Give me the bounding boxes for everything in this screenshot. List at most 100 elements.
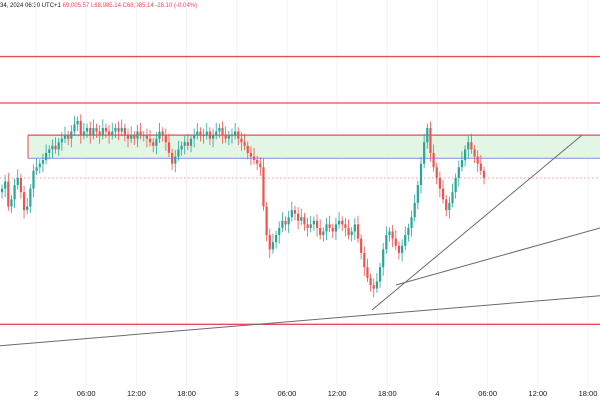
candle-body (142, 135, 145, 137)
candle-body (161, 131, 164, 136)
candle-body (148, 138, 152, 143)
candle-body (454, 177, 457, 193)
candle-body (22, 192, 26, 211)
candle-body (104, 127, 108, 132)
candle-body (325, 224, 328, 232)
horizontal-levels[interactable] (0, 55, 600, 325)
candle-body (432, 152, 435, 168)
candle-body (221, 127, 224, 136)
time-tick-label: 12:00 (127, 389, 146, 398)
candle-body (243, 142, 246, 146)
trendline (395, 227, 600, 286)
candle-body (152, 142, 155, 146)
time-tick-label: 06:00 (278, 389, 297, 398)
candle-body (126, 135, 130, 139)
candle-body (224, 135, 227, 139)
candle-body (268, 235, 271, 250)
time-tick-label: 12:00 (328, 389, 347, 398)
candle-body (227, 135, 230, 139)
candle-body (287, 217, 290, 225)
candle-body (54, 145, 57, 150)
candle-body (278, 227, 281, 236)
ohlc-legend: 34, 2024 06:30 UTC+1 69,005.57 L68,985.1… (0, 2, 197, 10)
candle-body (133, 135, 136, 139)
candle-body (457, 167, 460, 178)
candle-body (73, 124, 76, 132)
candle-body (413, 202, 416, 218)
candle-body (202, 135, 205, 137)
candle-body (48, 149, 51, 153)
candle-body (155, 138, 158, 146)
candle-body (341, 220, 344, 225)
legend-low: L68,985.14 (90, 3, 121, 9)
candle-body (51, 145, 54, 150)
candle-body (76, 120, 79, 125)
candle-body (0, 188, 4, 193)
candle-body (416, 185, 419, 203)
candle-body (460, 160, 464, 168)
candle-body (193, 135, 196, 139)
candle-body (234, 131, 237, 136)
legend-o-value: 69,005.57 (62, 3, 90, 9)
candle-body (205, 131, 208, 136)
candle-body (35, 167, 38, 171)
candle-body (297, 213, 300, 221)
candle-body (63, 135, 67, 139)
candle-body (448, 202, 451, 211)
candle-body (281, 220, 284, 228)
candle-body (451, 192, 454, 203)
candle-body (29, 188, 32, 207)
candle-body (271, 242, 275, 250)
candle-body (259, 163, 262, 168)
candle-body (334, 224, 338, 232)
candle-body (60, 138, 63, 143)
candle-body (240, 138, 243, 143)
candle-body (57, 142, 60, 150)
candle-body (45, 152, 48, 161)
candle-body (375, 281, 378, 289)
candle-body (388, 231, 391, 236)
candle-body (208, 131, 212, 139)
candle-body (158, 131, 161, 139)
candle-body (356, 224, 360, 239)
candle-body (26, 206, 29, 211)
candle-body (331, 227, 334, 232)
candle-body (186, 142, 189, 146)
candle-body (463, 149, 467, 161)
candle-body (171, 152, 174, 164)
candle-body (293, 210, 297, 214)
candle-body (85, 127, 89, 132)
candle-body (136, 131, 139, 139)
candle-body (476, 156, 479, 164)
price-zones[interactable] (27, 134, 600, 159)
candle-body (337, 220, 341, 225)
time-tick-label: 3 (235, 389, 239, 398)
candle-body (183, 142, 186, 146)
time-tick-label: 2 (34, 389, 38, 398)
candle-body (167, 142, 171, 153)
candle-body (237, 131, 240, 139)
candle-body (79, 120, 82, 136)
candle-body (322, 231, 325, 236)
candle-body (252, 156, 256, 161)
candle-body (32, 170, 35, 189)
candle-body (41, 160, 45, 164)
candle-body (290, 210, 293, 218)
candle-body (230, 135, 234, 137)
trendline (371, 134, 583, 311)
candle-body (309, 224, 312, 228)
candle-body (303, 217, 306, 225)
candle-body (400, 245, 404, 253)
trendlines[interactable] (0, 134, 600, 347)
candle-body (111, 131, 114, 136)
candle-body (429, 127, 432, 153)
candle-body (164, 135, 167, 143)
candle-body (95, 127, 98, 132)
candle-body (199, 131, 202, 136)
candle-body (347, 227, 350, 236)
support-zone (28, 135, 600, 159)
candle-body (67, 135, 70, 139)
candle-body (382, 249, 385, 268)
